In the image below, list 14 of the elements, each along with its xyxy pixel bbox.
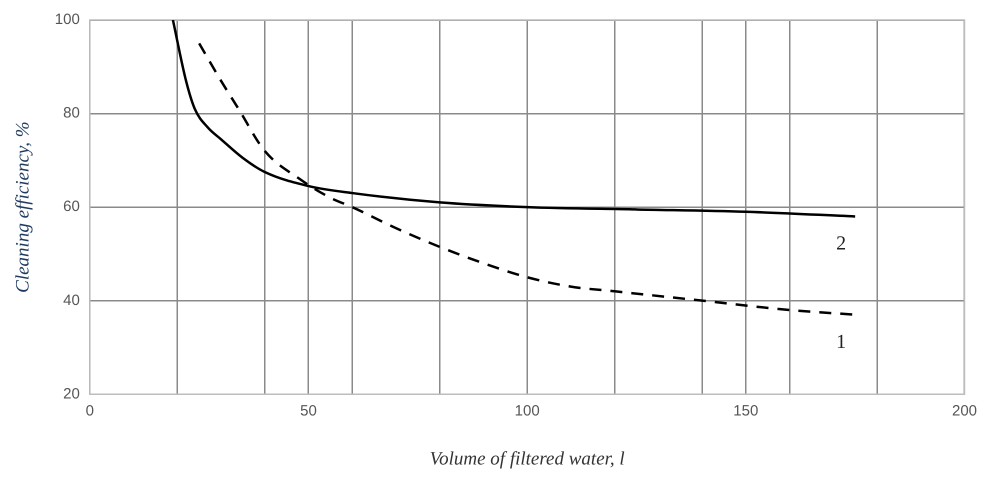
x-tick-label: 50: [300, 402, 317, 420]
y-tick-label: 60: [63, 198, 80, 216]
x-tick-label: 100: [514, 402, 540, 420]
x-tick-label: 0: [86, 402, 94, 420]
y-tick-label: 100: [54, 11, 80, 28]
x-axis-title: Volume of filtered water, l: [430, 448, 625, 470]
y-tick-label: 80: [63, 104, 80, 122]
y-tick-label: 40: [63, 292, 80, 309]
x-tick-label: 150: [733, 402, 758, 420]
series-label: 2: [836, 232, 846, 255]
series-label: 1: [836, 330, 846, 353]
y-tick-label: 20: [63, 385, 80, 402]
y-axis-title: Cleaning efficiency, %: [12, 121, 34, 293]
x-tick-label: 200: [952, 402, 977, 420]
